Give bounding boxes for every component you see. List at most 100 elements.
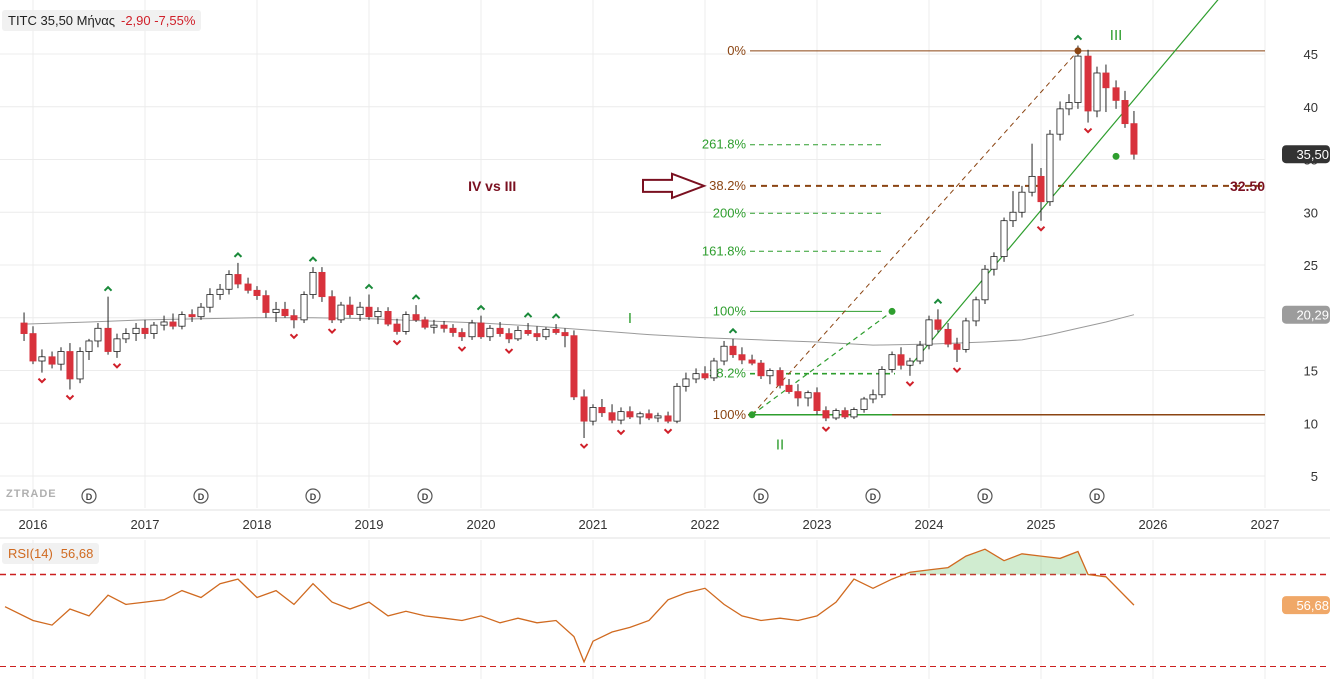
- candle-body: [981, 268, 989, 301]
- candle-body: [944, 328, 952, 345]
- pivot-point: [1112, 152, 1120, 160]
- candle-body: [1037, 175, 1045, 203]
- candle-body: [365, 306, 373, 318]
- fib-level-label: 38.2%: [709, 178, 746, 193]
- candle-body: [104, 327, 112, 352]
- candle-body: [309, 271, 317, 295]
- candle-body: [766, 370, 774, 377]
- fractal-down-icon: [1083, 127, 1093, 134]
- candle-body: [1009, 211, 1017, 222]
- candle-body: [962, 320, 970, 350]
- x-tick-label: 2016: [19, 517, 48, 532]
- candle-body: [216, 288, 224, 295]
- candle-body: [1084, 55, 1092, 112]
- candle-body: [477, 322, 485, 338]
- price-pane[interactable]: 0% 261.8% 38.2% 200% 161.8% 100% 38.2% 100%: [20, 0, 1310, 449]
- candle-body: [580, 396, 588, 422]
- candle-body: [1112, 87, 1120, 101]
- pivot-point: [748, 411, 756, 419]
- right-arrow-icon: [642, 172, 707, 200]
- candle-body: [990, 256, 998, 270]
- candle-body: [822, 410, 830, 419]
- fractal-down-icon: [289, 333, 299, 340]
- rsi-value-badge: [1282, 596, 1330, 615]
- price-label-badge: [1282, 305, 1330, 324]
- candle-body: [356, 306, 364, 315]
- fib-level-label: 38.2%: [709, 366, 746, 381]
- candle-body: [337, 304, 345, 321]
- price-label-badge: [1282, 145, 1330, 164]
- fractal-down-icon: [504, 348, 514, 354]
- chart-annotation: II: [776, 436, 784, 453]
- candle-body: [1102, 72, 1110, 89]
- candle-body: [57, 351, 65, 365]
- fib-level-label: 0%: [727, 43, 746, 58]
- price-change: -2,90 -7,55%: [120, 13, 196, 28]
- candle-body: [29, 333, 37, 362]
- x-tick-label: 2021: [579, 517, 608, 532]
- fractal-down-icon: [905, 381, 915, 387]
- candle-body: [160, 321, 168, 326]
- symbol-info: TITC 35,50 Μήνας: [8, 13, 115, 28]
- dividend-icon: [753, 488, 769, 504]
- dividend-icon: [305, 488, 321, 504]
- price-label-text: 20,29: [1296, 308, 1329, 323]
- candle-body: [486, 327, 494, 338]
- dividend-icon-letter: D: [870, 492, 877, 502]
- x-tick-label: 2017: [131, 517, 160, 532]
- dividend-icon-letter: D: [86, 492, 93, 502]
- candle-body: [524, 330, 532, 334]
- candle-body: [934, 319, 942, 330]
- candle-body: [906, 360, 914, 366]
- candle-body: [860, 398, 868, 410]
- symbol-legend[interactable]: TITC 35,50 Μήνας -2,90 -7,55%: [2, 10, 202, 31]
- candle-body: [449, 327, 457, 333]
- fractal-down-icon: [37, 377, 47, 384]
- candle-body: [393, 323, 401, 332]
- rsi-legend[interactable]: RSI(14) 56,68: [2, 543, 100, 564]
- candle-body: [692, 373, 700, 380]
- dividend-icon: [977, 488, 993, 504]
- y-tick-label: 45: [1304, 47, 1318, 62]
- candle-body: [1046, 133, 1054, 203]
- price-label-text: 35,50: [1296, 147, 1329, 162]
- x-tick-label: 2020: [467, 517, 496, 532]
- candle-body: [897, 354, 905, 366]
- fractal-up-icon: [103, 285, 113, 292]
- candle-body: [552, 328, 560, 333]
- y-tick-label: 30: [1304, 205, 1318, 220]
- candle-body: [888, 354, 896, 370]
- fractal-up-icon: [233, 251, 243, 258]
- candle-body: [1130, 123, 1138, 155]
- candle-body: [225, 274, 233, 290]
- candle-body: [430, 324, 438, 328]
- rsi-pane[interactable]: [0, 548, 1330, 667]
- fractal-down-icon: [952, 367, 962, 373]
- candle-body: [328, 296, 336, 321]
- candle-body: [785, 384, 793, 392]
- candle-body: [1056, 108, 1064, 135]
- candle-body: [1065, 102, 1073, 110]
- x-tick-label: 2022: [691, 517, 720, 532]
- candle-body: [757, 362, 765, 377]
- candle-body: [850, 409, 858, 418]
- candle-body: [533, 333, 541, 338]
- candle-body: [776, 370, 784, 386]
- candle-body: [1121, 100, 1129, 125]
- dividend-icon-letter: D: [198, 492, 205, 502]
- x-tick-label: 2018: [243, 517, 272, 532]
- candle-body: [48, 356, 56, 365]
- moving-average-line: [24, 314, 1135, 346]
- fractal-up-icon: [523, 312, 533, 318]
- fractal-up-icon: [728, 327, 738, 334]
- candle-body: [1018, 191, 1026, 213]
- candle-body: [589, 407, 597, 422]
- x-tick-label: 2019: [355, 517, 384, 532]
- candle-body: [570, 335, 578, 398]
- rsi-indicator-name: RSI(14): [8, 546, 53, 561]
- x-tick-label: 2026: [1139, 517, 1168, 532]
- candle-body: [598, 407, 606, 414]
- candle-body: [1093, 72, 1101, 112]
